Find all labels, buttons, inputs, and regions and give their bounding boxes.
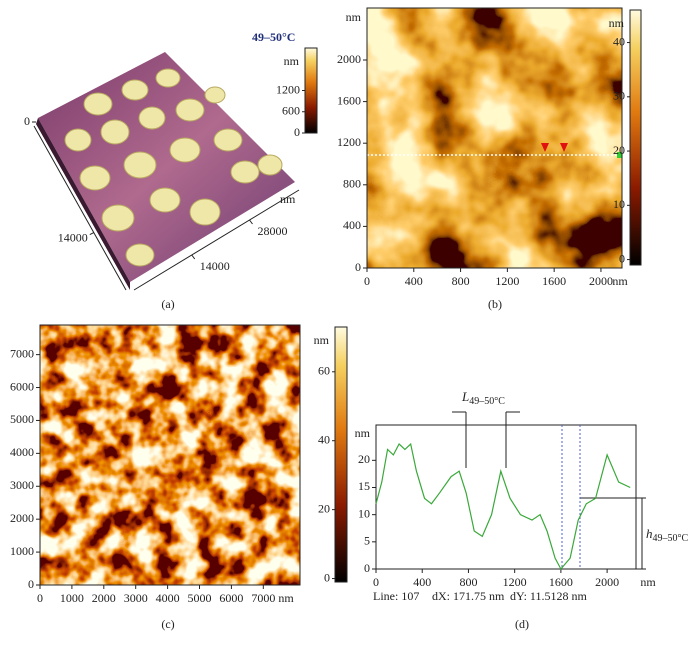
y-tick-label: 1600	[337, 93, 361, 107]
x-tick-label: 14000	[200, 259, 230, 273]
x-axis-label: nm	[278, 591, 294, 605]
x-tick-label: 0	[373, 575, 379, 589]
x-tick-label: 400	[413, 575, 431, 589]
marker	[617, 152, 622, 158]
axes-frame	[366, 7, 623, 269]
x-tick	[191, 254, 196, 260]
x-tick-label: 2000	[92, 591, 116, 605]
x-tick-label: 0	[364, 274, 370, 288]
x-tick-label: 0	[37, 591, 43, 605]
colorbar-tick-label: 600	[282, 104, 300, 118]
y-tick	[89, 232, 95, 236]
colorbar-tick-label: 60	[318, 364, 330, 378]
x-tick-label: 3000	[124, 591, 148, 605]
afm-image	[367, 8, 622, 268]
colorbar-tick-label: 0	[294, 125, 300, 139]
x-axis-label: nm	[640, 575, 656, 589]
x-tick-label: 1600	[549, 575, 573, 589]
y-tick-label: 1000	[10, 544, 34, 558]
y-tick-label: 0	[355, 260, 361, 274]
y-tick-label: 20	[358, 452, 370, 466]
colorbar-label: nm	[314, 333, 330, 347]
x-tick-label: 28000	[258, 224, 288, 238]
annotation-subscript: 49–50°C	[653, 533, 689, 544]
annotation-subscript: 49–50°C	[469, 396, 505, 407]
caption: (a)	[161, 297, 174, 311]
colorbar	[304, 47, 318, 134]
x-tick-label: 1200	[495, 274, 519, 288]
y-tick-label: 7000	[10, 346, 34, 360]
y-tick-label: 5000	[10, 412, 34, 426]
colorbar-tick-label: 30	[613, 89, 625, 103]
x-tick-label: 2000	[595, 575, 619, 589]
x-tick-label: 6000	[219, 591, 243, 605]
z-tick-label: 0	[24, 114, 30, 128]
marker	[560, 143, 568, 152]
y-axis	[33, 125, 127, 291]
annotation: h49–50°C	[646, 526, 688, 544]
x-tick-label: 1200	[503, 575, 527, 589]
y-tick-label: 0	[364, 561, 370, 575]
caption: (d)	[515, 617, 529, 631]
x-tick-label: 5000	[188, 591, 212, 605]
x-axis	[133, 189, 300, 291]
y-tick-label: 3000	[10, 478, 34, 492]
colorbar-label: nm	[609, 16, 625, 30]
x-tick-label: 800	[452, 274, 470, 288]
colorbar	[334, 326, 348, 583]
x-tick	[249, 219, 253, 225]
profile-line	[375, 442, 631, 571]
colorbar-tick-label: 40	[318, 432, 330, 446]
y-tick-label: 5	[364, 534, 370, 548]
axes-frame	[39, 324, 301, 586]
footer-text: Line: 107	[373, 589, 419, 603]
colorbar	[629, 9, 642, 266]
caption: (c)	[161, 617, 174, 631]
y-tick-label: 2000	[10, 511, 34, 525]
y-tick-label: 15	[358, 479, 370, 493]
marker	[541, 143, 549, 152]
colorbar-tick-label: 20	[318, 501, 330, 515]
y-tick-label: 1200	[337, 135, 361, 149]
y-tick-label: 4000	[10, 445, 34, 459]
surface-image	[36, 52, 295, 290]
x-tick-label: 800	[459, 575, 477, 589]
y-tick-label: 0	[28, 577, 34, 591]
colorbar-tick-label: 20	[613, 143, 625, 157]
colorbar-tick-label: 10	[613, 197, 625, 211]
x-tick-label: 2000	[589, 274, 613, 288]
annotation: 49–50°C	[252, 30, 295, 44]
colorbar-tick-label: 0	[619, 251, 625, 265]
x-tick-label: 7000	[251, 591, 275, 605]
colorbar-tick-label: 1200	[276, 82, 300, 96]
x-axis-label: nm	[612, 274, 628, 288]
annotation-shapes	[452, 411, 646, 570]
annotation: L49–50°C	[461, 389, 505, 407]
cursor	[561, 425, 581, 569]
x-axis-label: nm	[280, 192, 296, 206]
x-tick-label: 1000	[60, 591, 84, 605]
y-tick-label: 10	[358, 506, 370, 520]
annotation-symbol: L	[461, 389, 469, 404]
x-tick-label: 1600	[542, 274, 566, 288]
footer-text: dX: 171.75 nm	[432, 589, 505, 603]
x-tick-label: 4000	[156, 591, 180, 605]
colorbar-tick-label: 40	[613, 34, 625, 48]
afm-image	[40, 325, 300, 585]
y-tick-label: 800	[343, 177, 361, 191]
y-tick-label: 2000	[337, 52, 361, 66]
y-tick-label: 14000	[58, 230, 88, 244]
colorbar-tick-label: 0	[324, 570, 330, 584]
y-axis-label: nm	[346, 10, 362, 24]
y-axis-label: nm	[355, 426, 371, 440]
annotation-symbol: h	[646, 526, 653, 541]
colorbar-label: nm	[284, 54, 300, 68]
x-tick-label: 400	[405, 274, 423, 288]
caption: (b)	[488, 297, 502, 311]
y-tick-label: 6000	[10, 379, 34, 393]
y-tick-label: 400	[343, 218, 361, 232]
footer-text: dY: 11.5128 nm	[510, 589, 587, 603]
